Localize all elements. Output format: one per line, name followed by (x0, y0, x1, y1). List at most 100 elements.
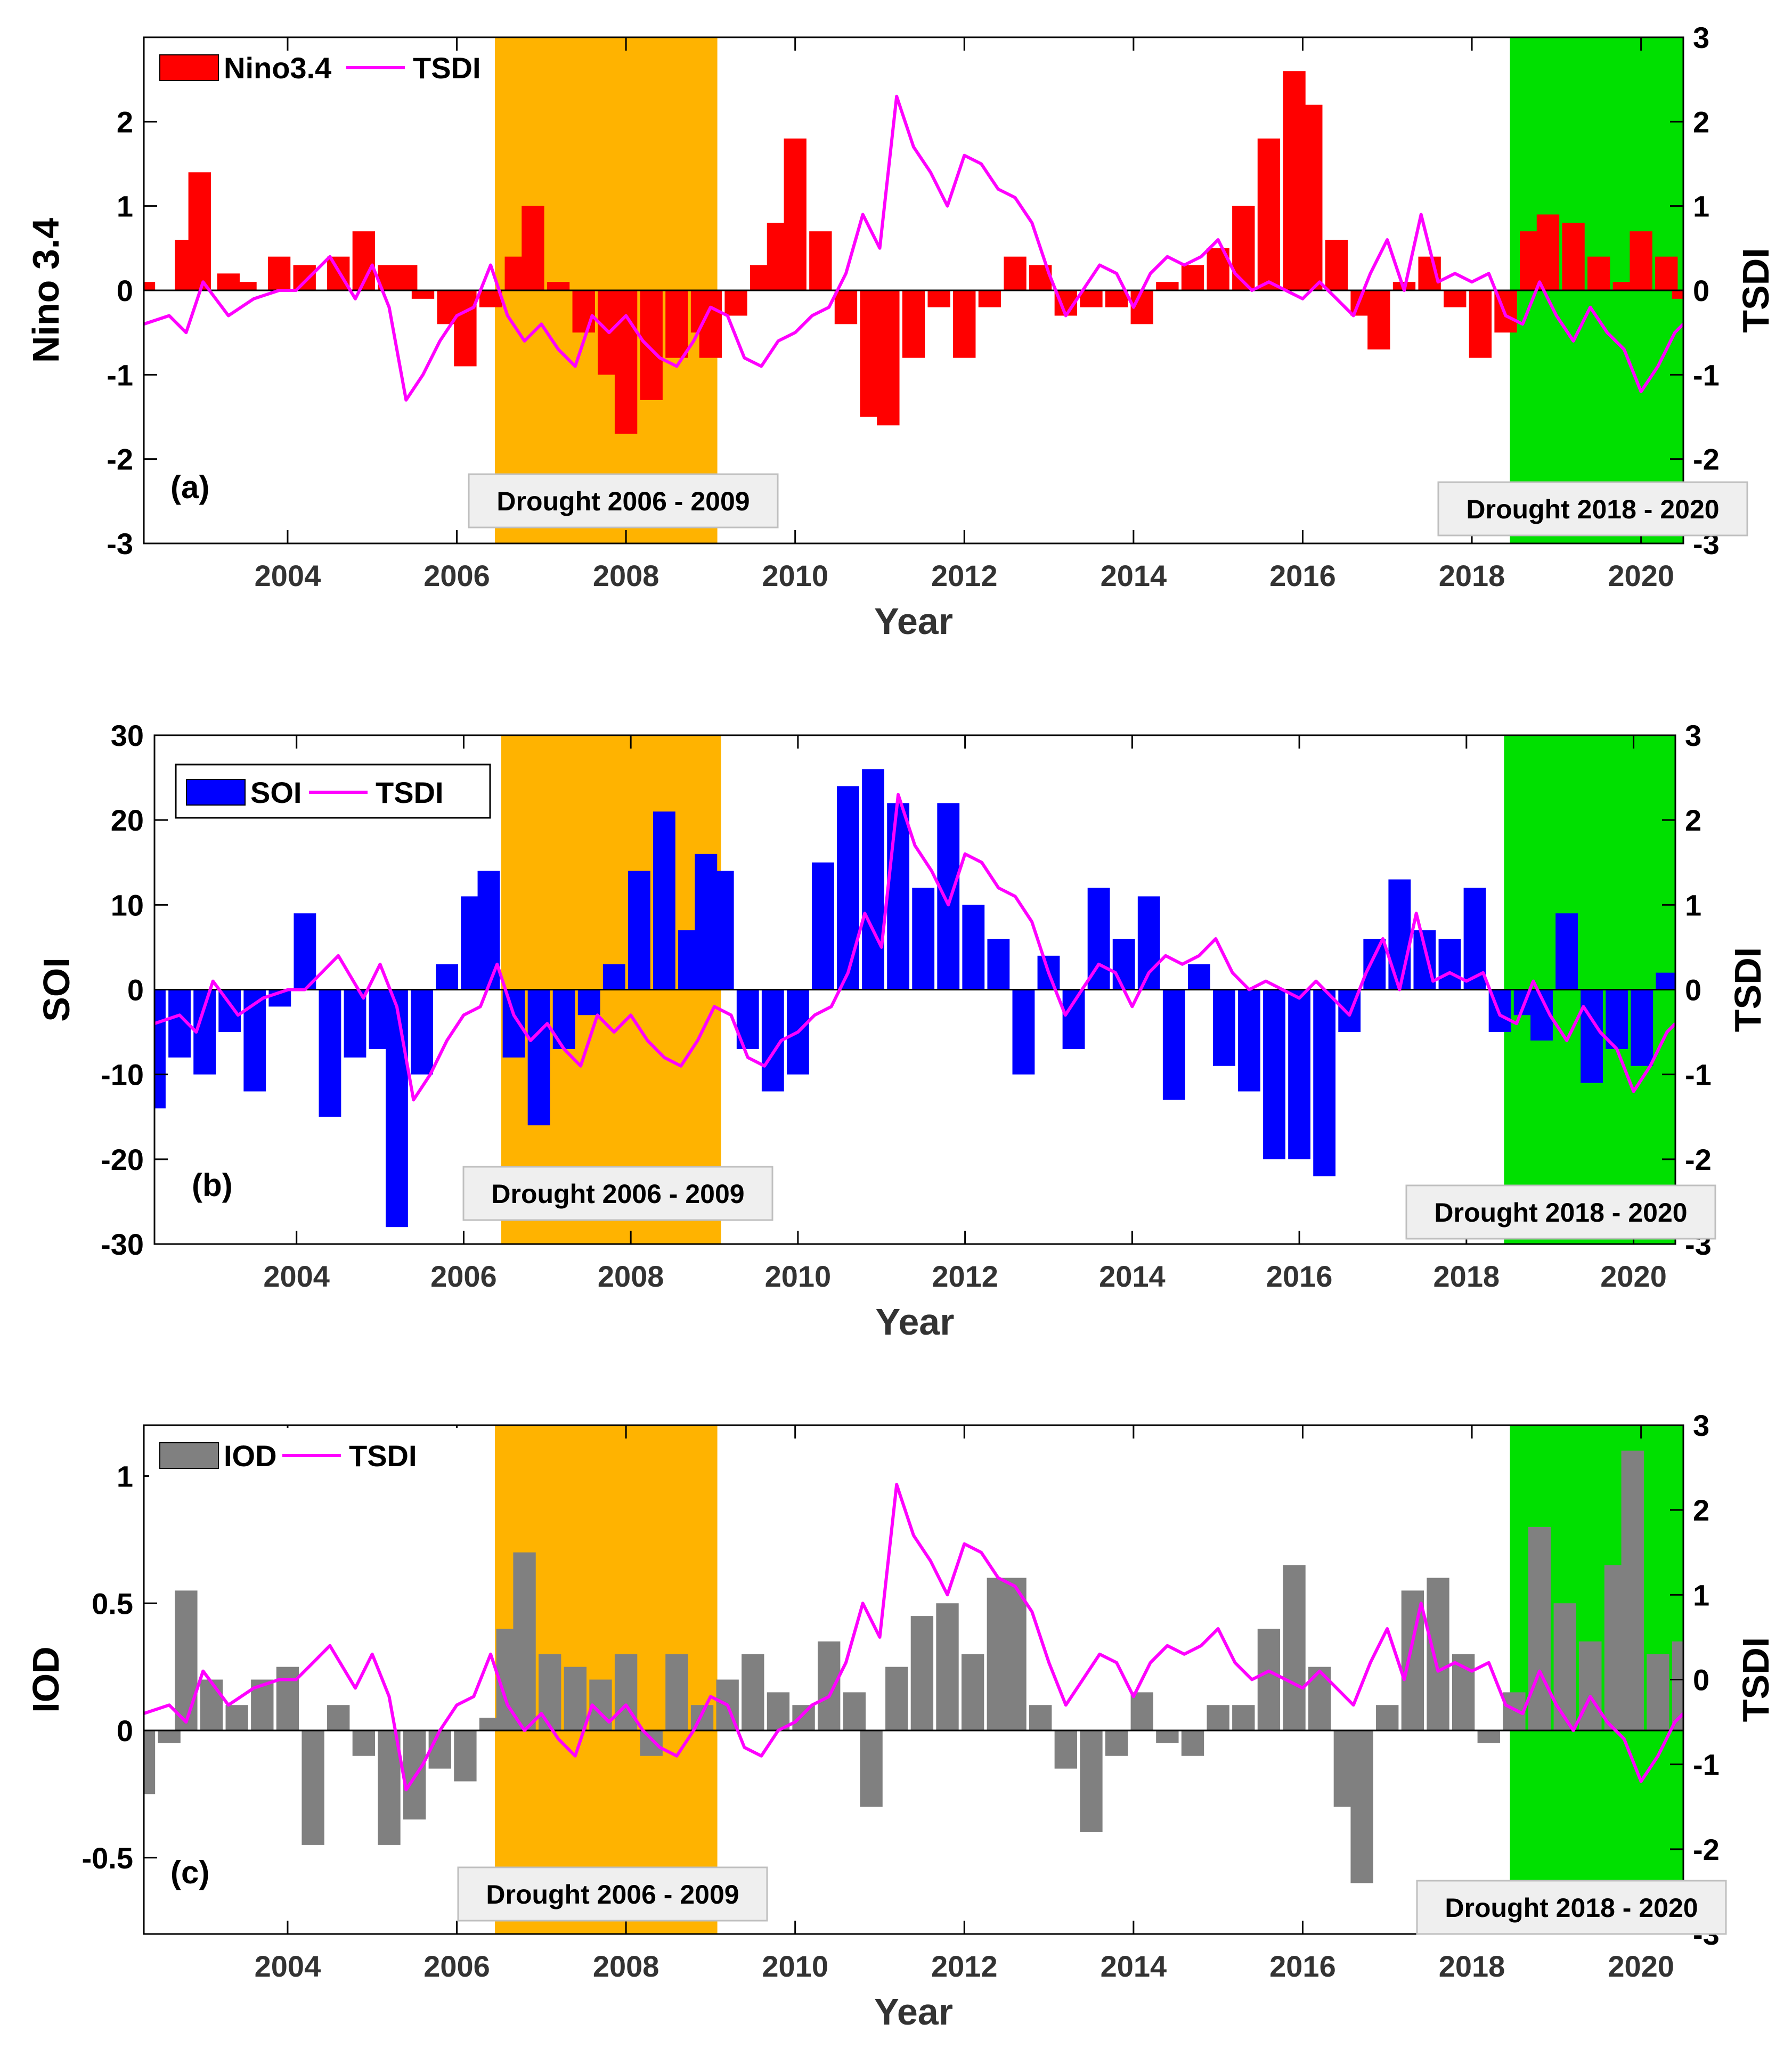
y2-tick-label: 1 (1685, 888, 1701, 922)
bar (665, 290, 688, 358)
bar (628, 871, 650, 990)
x-tick-label: 2014 (1099, 1259, 1166, 1293)
x-tick-label: 2012 (932, 1259, 998, 1293)
bar (1238, 989, 1260, 1092)
y2-tick-label: -1 (1685, 1058, 1712, 1092)
bar (1562, 223, 1585, 290)
bar (1621, 1450, 1644, 1730)
bar (602, 964, 625, 990)
bar (294, 913, 316, 990)
bar (267, 256, 291, 290)
y-tick-label: -2 (107, 443, 133, 476)
bar (818, 1641, 841, 1730)
y-axis-label: Nino 3.4 (25, 218, 67, 363)
bar (1012, 989, 1035, 1075)
legend-swatch-bar (159, 54, 219, 81)
x-tick-label: 2010 (762, 1949, 828, 1983)
bar (902, 290, 925, 358)
x-tick-label: 2004 (263, 1259, 330, 1293)
bar (767, 1692, 790, 1730)
x-tick-label: 2008 (598, 1259, 664, 1293)
y2-tick-label: -2 (1693, 1833, 1720, 1866)
bar (1300, 104, 1323, 290)
bar (1630, 231, 1652, 290)
y2-axis-label: TSDI (1735, 1637, 1777, 1722)
x-tick-label: 2014 (1101, 1949, 1167, 1983)
x-tick-label: 2004 (255, 559, 321, 592)
bar (234, 282, 257, 290)
bar (862, 769, 884, 990)
y2-axis-label: TSDI (1735, 248, 1777, 332)
bar (1655, 256, 1678, 290)
bar (436, 964, 458, 990)
x-tick-label: 2006 (423, 1949, 490, 1983)
drought-annotation-label: Drought 2006 - 2009 (496, 486, 750, 516)
x-tick-label: 2006 (430, 1259, 497, 1293)
bar (665, 1654, 688, 1730)
drought-annotation-label: Drought 2006 - 2009 (491, 1179, 744, 1209)
y2-axis-label: TSDI (1727, 947, 1769, 1032)
y2-tick-label: 2 (1693, 1493, 1709, 1527)
bar (144, 282, 156, 290)
bar (479, 1718, 502, 1730)
bar (276, 1667, 299, 1730)
bar (1162, 989, 1185, 1100)
bar (1587, 256, 1610, 290)
bar (1212, 989, 1235, 1066)
bar (987, 939, 1010, 990)
bar (1004, 1578, 1027, 1730)
bar (877, 290, 900, 426)
bar (711, 871, 734, 990)
bar (1555, 913, 1578, 990)
bar (344, 989, 366, 1058)
plot-area (144, 1425, 1683, 1934)
bar (479, 290, 502, 307)
drought-annotation-label: Drought 2018 - 2020 (1466, 494, 1719, 524)
bar (144, 1730, 156, 1794)
bar (1257, 139, 1281, 290)
bar (1207, 1705, 1229, 1730)
y-tick-label: -0.5 (82, 1841, 134, 1875)
bar (834, 290, 858, 324)
tsdi-line (154, 793, 1675, 1102)
bar (640, 1730, 663, 1756)
bar (1263, 989, 1285, 1159)
x-tick-label: 2010 (765, 1259, 832, 1293)
bar (1427, 1578, 1449, 1730)
bar (352, 1730, 376, 1756)
bar (1181, 1730, 1204, 1756)
x-tick-label: 2018 (1433, 1259, 1500, 1293)
bar (547, 282, 570, 290)
x-tick-label: 2018 (1439, 1949, 1505, 1983)
bar (577, 989, 600, 1015)
bar (564, 1667, 587, 1730)
bar (411, 989, 433, 1075)
x-tick-label: 2020 (1600, 1259, 1667, 1293)
bar (843, 1692, 866, 1730)
bar (477, 871, 500, 990)
bar (1288, 989, 1311, 1159)
plot-area (154, 735, 1675, 1244)
bar (1376, 1705, 1399, 1730)
bar (1388, 879, 1411, 990)
bar (784, 139, 807, 290)
drought-annotation-box (468, 473, 779, 529)
x-tick-label: 2008 (593, 559, 659, 592)
bar (1232, 206, 1255, 290)
drought-annotation-label: Drought 2018 - 2020 (1434, 1198, 1687, 1228)
bar (522, 206, 544, 290)
y2-tick-label: -2 (1685, 1143, 1712, 1176)
bar (1672, 1641, 1683, 1730)
tsdi-line (144, 1483, 1683, 1792)
panel-label: (a) (170, 469, 209, 505)
y2-tick-label: -2 (1693, 443, 1720, 476)
plot-area (144, 37, 1683, 543)
panel-label: (b) (192, 1167, 233, 1203)
y-tick-label: 1 (117, 190, 133, 223)
drought-annotation-box (1437, 481, 1748, 537)
bar (158, 1730, 181, 1743)
drought-annotation-box (1405, 1184, 1716, 1240)
bar (411, 290, 435, 299)
bar (378, 1730, 401, 1845)
